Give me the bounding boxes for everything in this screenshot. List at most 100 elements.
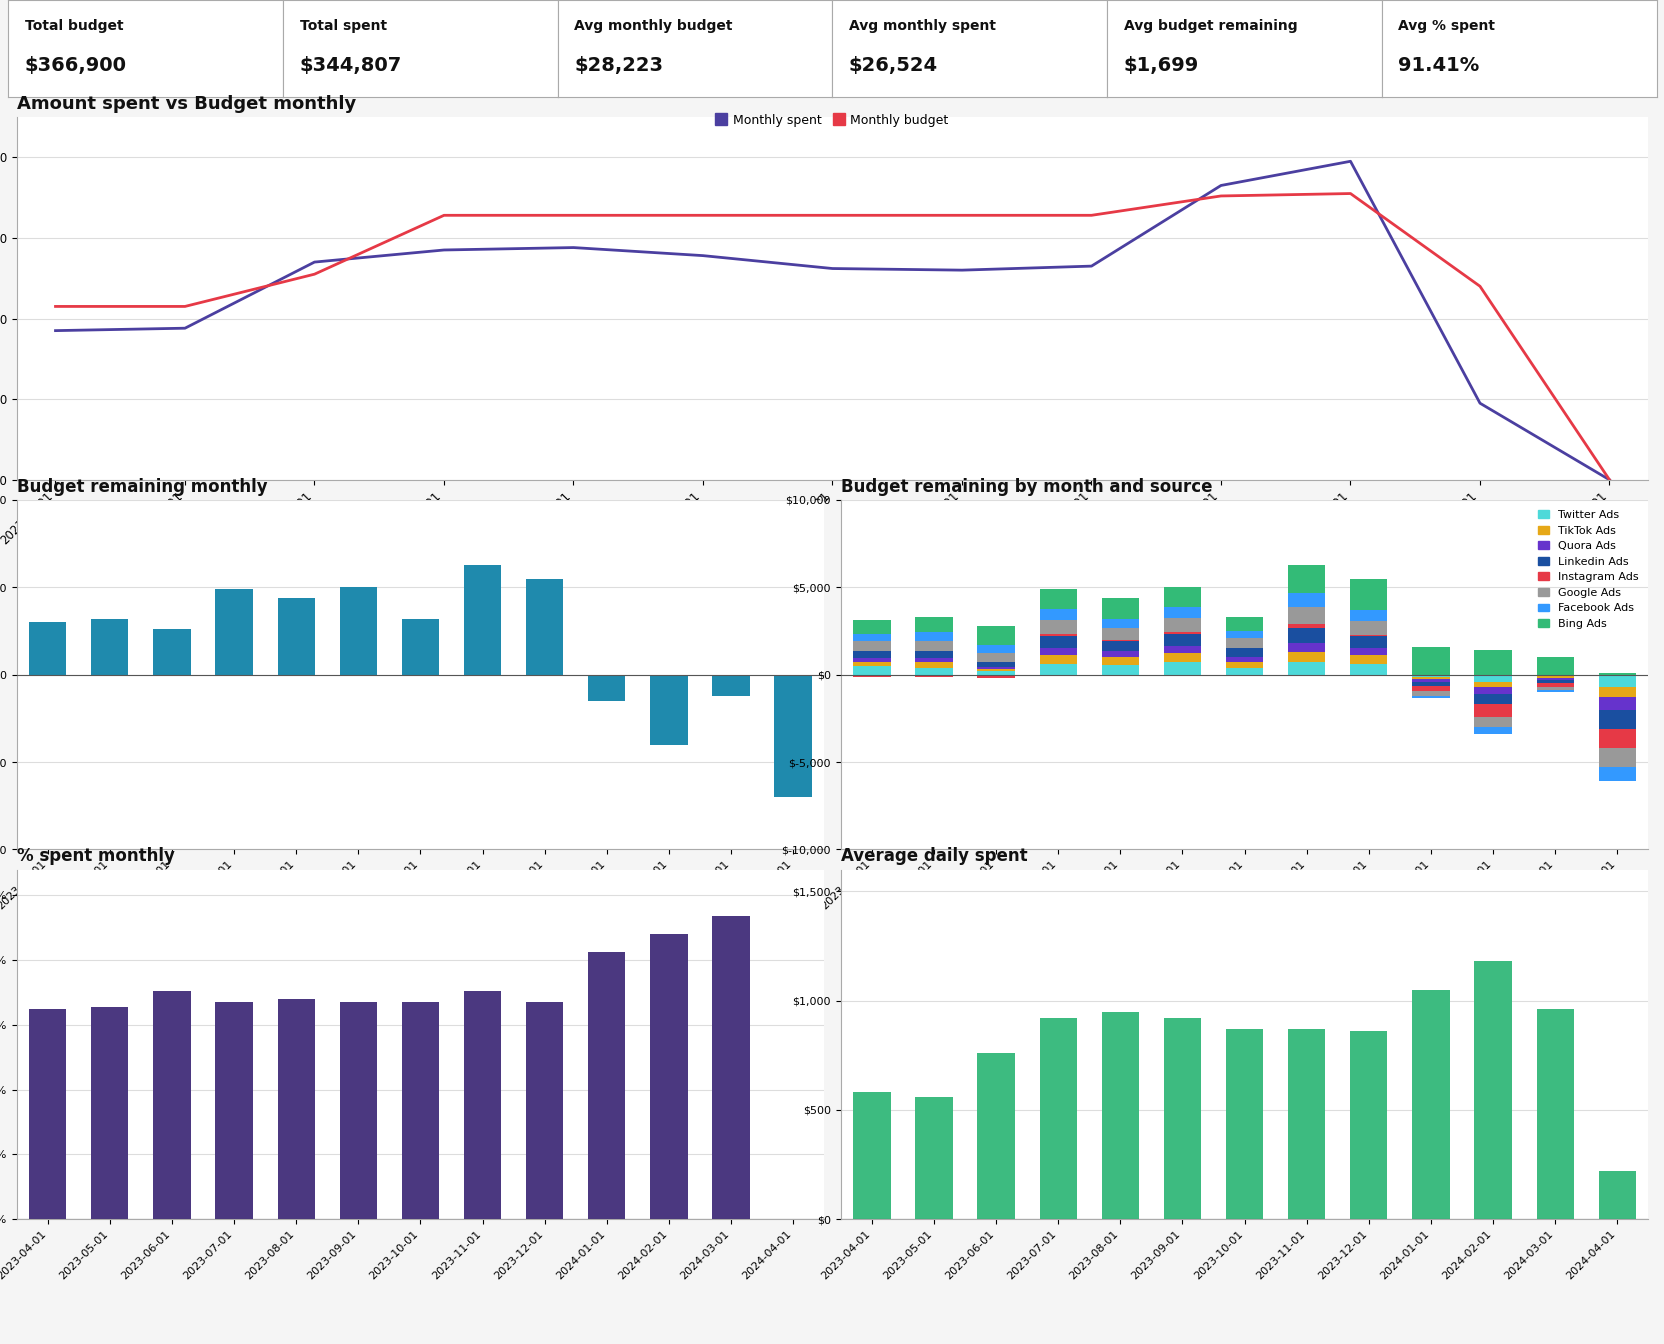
Bar: [1350, 610, 1386, 621]
Bar: [1597, 673, 1636, 675]
Bar: [1597, 749, 1636, 767]
Bar: [1597, 698, 1636, 710]
Bar: [1288, 663, 1325, 675]
Bar: [1474, 681, 1511, 687]
Bar: [1225, 638, 1263, 649]
Monthly spent: [822, 261, 842, 277]
Bar: [215, 589, 253, 675]
Text: $28,223: $28,223: [574, 56, 662, 75]
Bar: [1350, 649, 1386, 656]
Text: 91.41%: 91.41%: [1398, 56, 1479, 75]
Bar: [915, 663, 952, 668]
Bar: [1163, 663, 1200, 675]
Bar: [1102, 665, 1138, 675]
Bar: [1411, 989, 1449, 1219]
Bar: [977, 1054, 1013, 1219]
Bar: [1597, 675, 1636, 687]
Bar: [1288, 652, 1325, 663]
Bar: [977, 667, 1013, 668]
Bar: [1597, 710, 1636, 728]
Bar: [1038, 1019, 1077, 1219]
Bar: [915, 668, 952, 675]
Bar: [1225, 675, 1263, 676]
Bar: [587, 953, 626, 1219]
Bar: [977, 675, 1013, 679]
Bar: [587, 675, 626, 702]
Bar: [852, 659, 890, 661]
Text: Avg monthly spent: Avg monthly spent: [849, 19, 995, 34]
Text: Total budget: Total budget: [25, 19, 123, 34]
Bar: [651, 675, 687, 745]
Bar: [915, 1097, 952, 1219]
Bar: [1225, 632, 1263, 638]
Bar: [1102, 657, 1138, 665]
Bar: [852, 1093, 890, 1219]
Bar: [1163, 587, 1200, 607]
Bar: [852, 641, 890, 650]
Monthly budget: [692, 207, 712, 223]
Monthly spent: [1082, 258, 1102, 274]
Text: Budget remaining by month and source: Budget remaining by month and source: [840, 477, 1211, 496]
Text: $366,900: $366,900: [25, 56, 126, 75]
Bar: [1102, 650, 1138, 657]
Bar: [1288, 593, 1325, 606]
Bar: [153, 629, 190, 675]
Bar: [1163, 633, 1200, 646]
Bar: [1536, 687, 1572, 691]
Monthly budget: [1599, 472, 1619, 488]
Bar: [1350, 634, 1386, 636]
Text: $344,807: $344,807: [300, 56, 401, 75]
Bar: [526, 1001, 562, 1219]
Bar: [1597, 728, 1636, 749]
Line: Monthly budget: Monthly budget: [55, 194, 1609, 480]
Text: Avg budget remaining: Avg budget remaining: [1123, 19, 1296, 34]
Monthly spent: [692, 247, 712, 263]
Bar: [774, 675, 812, 797]
Bar: [1038, 636, 1077, 649]
Bar: [1350, 636, 1386, 649]
Bar: [852, 620, 890, 633]
Monthly budget: [45, 298, 65, 314]
Text: Total spent: Total spent: [300, 19, 386, 34]
Bar: [1038, 589, 1077, 609]
Monthly budget: [434, 207, 454, 223]
Bar: [712, 917, 749, 1219]
Bar: [1163, 607, 1200, 618]
Bar: [1350, 664, 1386, 675]
Monthly spent: [434, 242, 454, 258]
Monthly spent: [1599, 472, 1619, 488]
Monthly spent: [952, 262, 972, 278]
Bar: [1474, 716, 1511, 727]
Bar: [977, 653, 1013, 661]
Bar: [1536, 1009, 1572, 1219]
Bar: [526, 578, 562, 675]
Bar: [1411, 675, 1449, 677]
Bar: [1597, 767, 1636, 781]
Monthly budget: [562, 207, 582, 223]
Bar: [28, 622, 67, 675]
Bar: [1411, 681, 1449, 685]
Bar: [915, 641, 952, 650]
Bar: [1536, 677, 1572, 680]
Bar: [1474, 687, 1511, 694]
Legend: Twitter Ads, TikTok Ads, Quora Ads, Linkedin Ads, Instagram Ads, Google Ads, Fac: Twitter Ads, TikTok Ads, Quora Ads, Link…: [1533, 505, 1642, 633]
Bar: [1536, 657, 1572, 675]
Legend: Monthly spent, Monthly budget: Monthly spent, Monthly budget: [711, 109, 953, 132]
Monthly budget: [305, 266, 324, 282]
Bar: [1411, 646, 1449, 675]
Bar: [1474, 704, 1511, 716]
Monthly budget: [1469, 278, 1489, 294]
Bar: [915, 675, 952, 677]
Bar: [1102, 598, 1138, 618]
Monthly budget: [952, 207, 972, 223]
Bar: [1536, 691, 1572, 692]
Bar: [915, 617, 952, 632]
Text: Average daily spent: Average daily spent: [840, 847, 1027, 866]
Monthly budget: [175, 298, 195, 314]
Bar: [1411, 677, 1449, 679]
Bar: [1288, 606, 1325, 624]
Line: Monthly spent: Monthly spent: [55, 161, 1609, 480]
Text: $1,699: $1,699: [1123, 56, 1198, 75]
Text: Amount spent vs Budget monthly: Amount spent vs Budget monthly: [17, 94, 356, 113]
Bar: [1102, 628, 1138, 640]
